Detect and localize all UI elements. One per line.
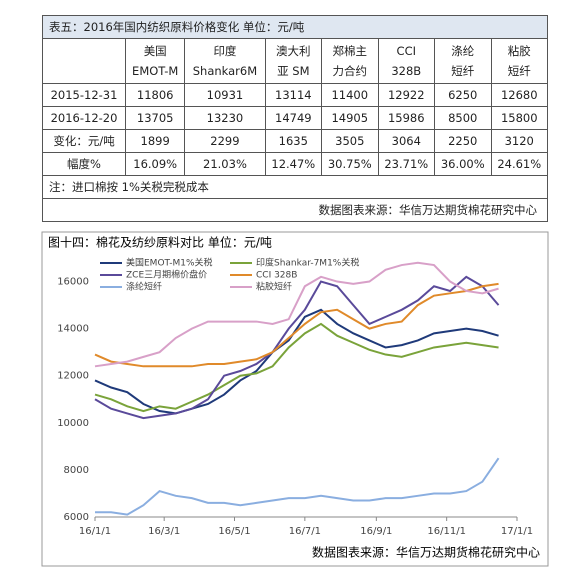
x-tick-label: 16/3/1 — [148, 526, 180, 537]
header-line: 涤纶 — [451, 44, 475, 58]
price-table: 表五：2016年国内纺织原料价格变化 单位：元/吨美国 EMOT-M 印度 Shank… — [41, 15, 548, 222]
y-tick-label: 10000 — [57, 418, 89, 429]
header-cell: 涤纶 短纤 — [434, 38, 492, 84]
data-row: 幅度% 16.09% 21.03% 12.47% 30.75% 23.71% 36.00% 2… — [41, 152, 548, 176]
cell: 15986 — [377, 106, 436, 130]
header-line: 力合约 — [332, 64, 368, 78]
header-cell — [41, 38, 127, 84]
y-tick-label: 12000 — [57, 371, 89, 382]
header-line: 短纤 — [451, 64, 475, 78]
header-cell: 粘胶 短纤 — [490, 38, 548, 84]
header-cell: 郑棉主 力合约 — [321, 38, 379, 84]
data-row: 变化：元/吨 1899 2299 1635 3505 3064 2250 3120 — [41, 129, 548, 153]
series-line — [95, 457, 500, 516]
source: 数据图表来源：华信万达期货棉花研究中心 — [42, 198, 548, 222]
y-tick-label: 14000 — [57, 324, 89, 335]
cell: 2250 — [434, 129, 492, 153]
legend-label: 涤纶短纤 — [126, 281, 162, 293]
header-cell: 印度 Shankar6M — [184, 38, 266, 84]
series-line — [94, 308, 499, 415]
table-title-row: 表五：2016年国内纺织原料价格变化 单位：元/吨 — [42, 15, 548, 39]
header-line: 澳大利 — [276, 44, 311, 58]
y-tick-label: 6000 — [64, 512, 89, 523]
legend-label: 美国EMOT-M1%关税 — [126, 257, 213, 269]
legend-label: CCI 328B — [256, 271, 297, 281]
header-row: 美国 EMOT-M 印度 Shankar6M 澳大利亚 SM 郑棉主 力合约 CCI 328B 涤… — [41, 38, 548, 84]
data-row: 2016-12-20 13705 13230 14749 14905 15986 8500 1… — [41, 106, 548, 130]
cell: 36.00% — [434, 152, 492, 176]
header-line: 粘胶 — [507, 44, 531, 58]
series-line — [94, 275, 500, 420]
header-cell: CCI 328B — [377, 38, 436, 84]
y-tick-label: 8000 — [64, 465, 89, 476]
header-line: 328B — [391, 64, 422, 78]
header-line: 美国 — [143, 44, 167, 58]
series-line — [94, 282, 499, 368]
cell: 12922 — [377, 83, 436, 107]
x-tick-label: 16/11/1 — [427, 526, 466, 537]
note: 注：进口棉按 1%关税完税成本 — [42, 175, 548, 199]
legend-label: ZCE三月期棉价盘价 — [126, 269, 207, 281]
y-tick-label: 16000 — [57, 277, 89, 288]
header-line: CCI — [396, 44, 416, 58]
cell: 21.03% — [184, 152, 266, 176]
cell: 10931 — [184, 83, 266, 107]
header-line: 亚 SM — [277, 64, 310, 78]
header-line: 郑棉主 — [332, 44, 368, 58]
cell: 2016-12-20 — [41, 106, 127, 130]
header-line: EMOT-M — [132, 64, 179, 78]
legend-label: 印度Shankar-7M1%关税 — [256, 257, 359, 269]
chart-frame — [41, 231, 549, 567]
cell: 13705 — [125, 106, 186, 130]
x-tick-label: 16/5/1 — [218, 526, 250, 537]
data-row: 2015-12-31 11806 10931 13114 11400 12922 6250 1… — [41, 83, 548, 107]
header-cell: 澳大利亚 SM — [264, 38, 323, 84]
series-line — [94, 322, 499, 413]
series-line — [94, 261, 499, 368]
cell: 24.61% — [490, 152, 548, 176]
source-row: 数据图表来源：华信万达期货棉花研究中心 — [42, 198, 548, 222]
cell: 16.09% — [125, 152, 186, 176]
x-tick-label: 16/9/1 — [360, 526, 392, 537]
legend-label: 粘胶短纤 — [256, 281, 292, 293]
header-line: 短纤 — [507, 64, 531, 78]
table-title: 表五：2016年国内纺织原料价格变化 单位：元/吨 — [42, 15, 548, 39]
cell: 1635 — [264, 129, 323, 153]
x-tick-label: 16/1/1 — [79, 526, 111, 537]
x-tick-label: 16/7/1 — [289, 526, 321, 537]
cell: 15800 — [490, 106, 548, 130]
cell: 2015-12-31 — [41, 83, 127, 107]
header-line: 印度 — [213, 44, 237, 58]
cell: 6250 — [434, 83, 492, 107]
chart-title: 图十四：棉花及纺纱原料对比 单位：元/吨 — [48, 235, 272, 250]
cell: 变化：元/吨 — [41, 129, 127, 153]
cell: 幅度% — [41, 152, 127, 176]
x-tick-label: 17/1/1 — [501, 526, 533, 537]
chart-source: 数据图表来源：华信万达期货棉花研究中心 — [312, 545, 540, 560]
header-line: Shankar6M — [192, 64, 258, 78]
note-row: 注：进口棉按 1%关税完税成本 — [42, 175, 548, 199]
cell: 8500 — [434, 106, 492, 130]
